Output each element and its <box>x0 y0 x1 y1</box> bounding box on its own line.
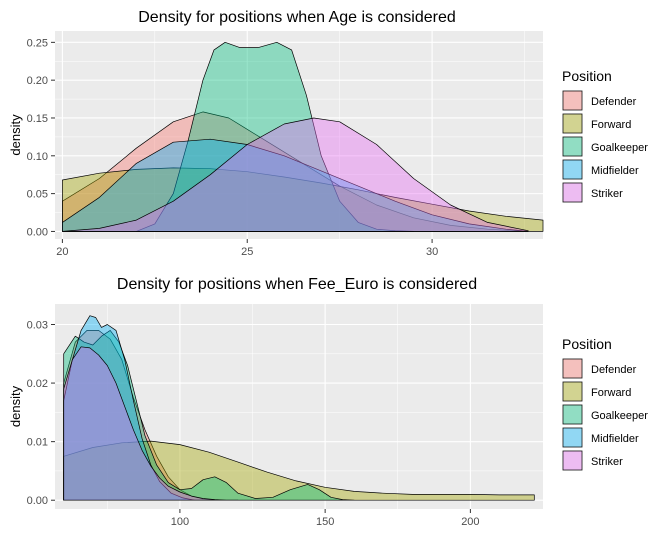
legend-label-defender: Defender <box>591 364 637 376</box>
y-tick-label: 0.25 <box>27 37 48 49</box>
y-tick-label: 0.05 <box>27 189 48 201</box>
legend-swatch-goalkeeper <box>562 136 583 157</box>
legend-label-goalkeeper: Goalkeeper <box>591 142 648 154</box>
legend-swatch-midfielder <box>562 159 583 180</box>
legend-swatch-midfielder <box>562 427 583 448</box>
y-tick-label: 0.10 <box>27 151 48 163</box>
x-tick-label: 25 <box>241 246 253 258</box>
chart-title: Density for positions when Fee_Euro is c… <box>117 276 477 293</box>
legend-label-forward: Forward <box>591 387 631 399</box>
legend-key-background <box>562 182 583 203</box>
legend-key-background <box>562 136 583 157</box>
density-area-striker <box>62 117 529 232</box>
y-tick-label: 0.15 <box>27 113 48 125</box>
y-tick-label: 0.00 <box>27 495 48 507</box>
legend-key-background <box>562 427 583 448</box>
legend-title: Position <box>562 68 612 84</box>
x-tick-label: 100 <box>171 516 189 528</box>
x-tick-label: 30 <box>426 246 438 258</box>
legend-label-striker: Striker <box>591 188 623 200</box>
chart-panel-1: 20 25 30 0.00 0.05 0.10 0.15 0.20 0.25 Density fo… <box>8 9 648 258</box>
y-axis-label: density <box>8 114 23 156</box>
chart-panel-2: 100 150 200 0.00 0.01 0.02 0.03 Density for pos… <box>8 276 648 528</box>
density-area-striker <box>63 346 239 501</box>
x-tick-label: 200 <box>461 516 479 528</box>
legend: Position Defender Forward Goalkeeper Midfiel… <box>562 336 648 471</box>
legend-swatch-striker <box>562 182 583 203</box>
y-tick-label: 0.20 <box>27 75 48 87</box>
legend-key-background <box>562 90 583 111</box>
y-axis-label: density <box>8 385 23 427</box>
legend-key-background <box>562 159 583 180</box>
density-area-midfielder <box>62 138 529 232</box>
legend-key-background <box>562 358 583 379</box>
density-area-goalkeeper <box>63 330 355 501</box>
legend-swatch-forward <box>562 381 583 402</box>
legend-label-striker: Striker <box>591 456 623 468</box>
legend-swatch-goalkeeper <box>562 404 583 425</box>
legend-label-defender: Defender <box>591 96 637 108</box>
density-area-midfielder <box>63 315 195 501</box>
y-tick-label: 0.01 <box>27 437 48 449</box>
legend-key-background <box>562 404 583 425</box>
density-area-forward <box>63 440 535 501</box>
legend-label-forward: Forward <box>591 119 631 131</box>
legend-title: Position <box>562 336 612 352</box>
legend: Position Defender Forward Goalkeeper Midfiel… <box>562 68 648 203</box>
legend-swatch-defender <box>562 358 583 379</box>
legend-label-goalkeeper: Goalkeeper <box>591 410 648 422</box>
legend-swatch-defender <box>562 90 583 111</box>
legend-label-midfielder: Midfielder <box>591 433 639 445</box>
legend-key-background <box>562 113 583 134</box>
plot-background <box>55 31 543 239</box>
density-area-forward <box>62 167 544 232</box>
y-tick-label: 0.02 <box>27 378 48 390</box>
chart-title: Density for positions when Age is consid… <box>138 9 456 26</box>
y-tick-label: 0.00 <box>27 226 48 238</box>
x-tick-label: 150 <box>316 516 334 528</box>
legend-swatch-striker <box>562 450 583 471</box>
legend-label-midfielder: Midfielder <box>591 165 639 177</box>
x-tick-label: 20 <box>56 246 68 258</box>
legend-key-background <box>562 450 583 471</box>
y-tick-label: 0.03 <box>27 320 48 332</box>
legend-key-background <box>562 381 583 402</box>
legend-swatch-forward <box>562 113 583 134</box>
